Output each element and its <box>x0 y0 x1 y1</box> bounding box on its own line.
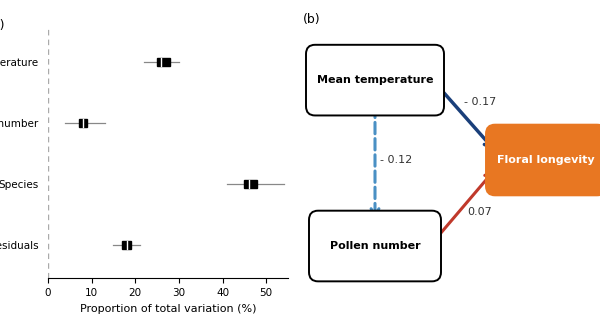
X-axis label: Proportion of total variation (%): Proportion of total variation (%) <box>80 304 256 314</box>
Text: Mean temperature: Mean temperature <box>317 75 433 85</box>
Text: Floral longevity: Floral longevity <box>497 155 595 165</box>
Bar <box>122 241 131 249</box>
Text: - 0.12: - 0.12 <box>380 155 412 165</box>
Text: Pollen number: Pollen number <box>329 241 421 251</box>
FancyBboxPatch shape <box>306 45 444 116</box>
Text: (a): (a) <box>0 19 5 32</box>
FancyBboxPatch shape <box>486 125 600 195</box>
FancyBboxPatch shape <box>309 211 441 281</box>
Text: 0.07: 0.07 <box>467 207 493 217</box>
Text: (b): (b) <box>303 12 320 26</box>
Bar <box>244 180 257 188</box>
Text: - 0.17: - 0.17 <box>464 97 496 107</box>
Bar <box>157 58 170 66</box>
Bar <box>79 119 87 127</box>
